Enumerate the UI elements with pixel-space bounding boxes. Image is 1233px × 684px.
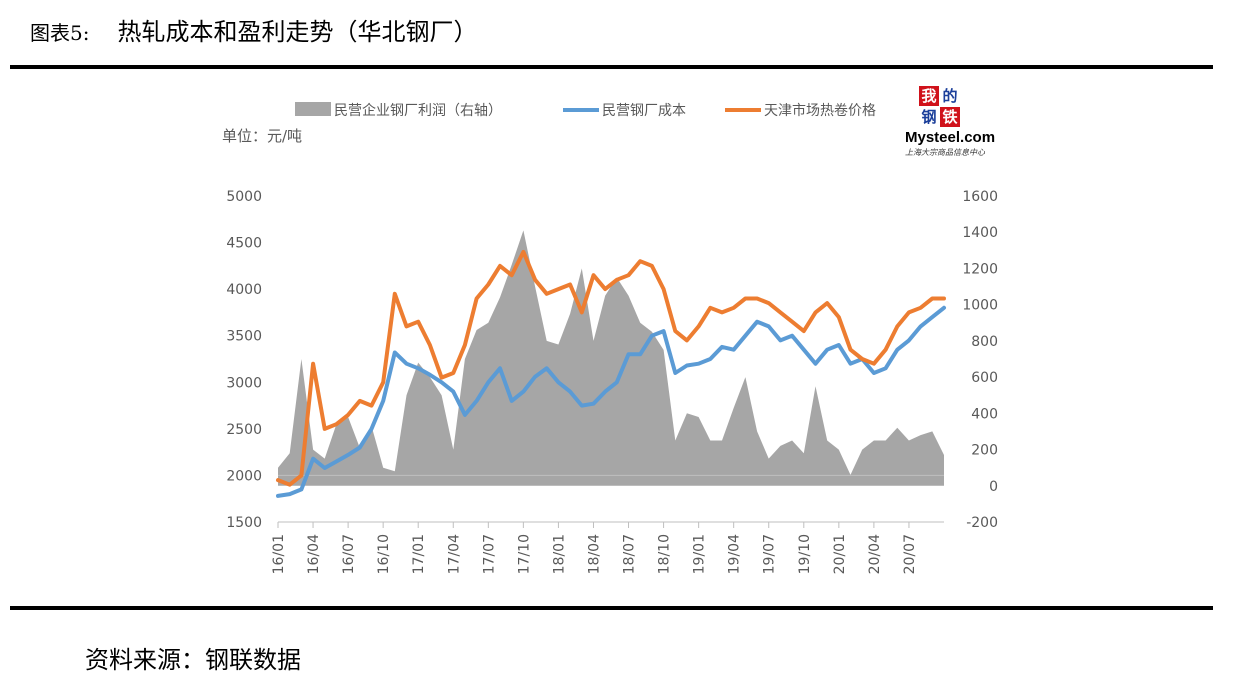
legend-label-cost: 民营钢厂成本 xyxy=(602,103,686,119)
y-right-tick-label: 1000 xyxy=(962,298,998,314)
cost-line xyxy=(276,305,946,498)
y-right-tick-label: -200 xyxy=(966,515,998,531)
x-tick-label: 17/10 xyxy=(516,534,532,574)
bottom-rule xyxy=(10,606,1213,610)
y-left-tick-label: 3500 xyxy=(226,329,262,345)
x-tick-label: 19/04 xyxy=(727,534,743,574)
mysteel-logo: 我 的 钢 铁 Mysteel.com 上海大宗商品信息中心 xyxy=(905,86,1015,176)
legend-label-price: 天津市场热卷价格 xyxy=(764,102,876,119)
figure-title: 热轧成本和盈利走势（华北钢厂） xyxy=(117,18,478,46)
x-tick-label: 18/01 xyxy=(551,534,567,574)
y-right-tick-label: 600 xyxy=(971,370,998,386)
x-tick-label: 18/10 xyxy=(657,534,673,574)
x-tick-label: 16/01 xyxy=(271,534,287,574)
x-tick-label: 18/04 xyxy=(586,534,602,574)
x-tick-label: 20/07 xyxy=(902,534,918,574)
y-right-tick-label: 1200 xyxy=(962,261,998,277)
price-line xyxy=(276,249,946,487)
y-right-tick-label: 800 xyxy=(971,334,998,350)
logo-char: 钢 xyxy=(921,108,937,126)
logo-tagline: 上海大宗商品信息中心 xyxy=(905,148,985,157)
x-tick-label: 20/04 xyxy=(867,534,883,574)
x-tick-label: 16/07 xyxy=(341,534,357,574)
x-tick-label: 18/07 xyxy=(622,534,638,574)
logo-mark: 我 的 钢 铁 xyxy=(919,86,1015,127)
y-right-tick-label: 200 xyxy=(971,443,998,459)
x-tick-label: 19/10 xyxy=(797,534,813,574)
logo-char: 的 xyxy=(942,87,958,105)
x-tick-label: 17/01 xyxy=(411,534,427,574)
unit-label: 单位：元/吨 xyxy=(222,127,302,145)
top-rule xyxy=(10,65,1213,69)
y-left-tick-label: 2000 xyxy=(226,468,262,484)
x-tick-label: 16/04 xyxy=(306,534,322,574)
y-left-tick-label: 2500 xyxy=(226,422,262,438)
source-note: 资料来源：钢联数据 xyxy=(85,646,301,674)
y-right-tick-label: 0 xyxy=(989,479,998,495)
y-left-tick-label: 1500 xyxy=(226,515,262,531)
y-left-tick-label: 3000 xyxy=(226,375,262,391)
y-right-tick-label: 1600 xyxy=(962,189,998,205)
legend-swatch-profit xyxy=(295,102,331,116)
legend-label-profit: 民营企业钢厂利润（右轴） xyxy=(334,102,502,119)
figure-header: 图表5: 热轧成本和盈利走势（华北钢厂） xyxy=(30,12,477,52)
y-left-tick-label: 4000 xyxy=(226,282,262,298)
x-tick-label: 19/01 xyxy=(692,534,708,574)
logo-name: Mysteel.com xyxy=(905,129,996,146)
logo-char: 我 xyxy=(919,86,939,106)
logo-char: 铁 xyxy=(940,107,960,127)
x-tick-label: 17/07 xyxy=(481,534,497,574)
y-left-tick-label: 5000 xyxy=(226,189,262,205)
y-right-tick-label: 1400 xyxy=(962,225,998,241)
x-tick-label: 16/10 xyxy=(376,534,392,574)
x-tick-label: 20/01 xyxy=(832,534,848,574)
figure-label: 图表5: xyxy=(30,21,90,45)
x-tick-label: 19/07 xyxy=(762,534,778,574)
profit-area xyxy=(278,230,944,486)
y-right-tick-label: 400 xyxy=(971,406,998,422)
y-left-tick-label: 4500 xyxy=(226,236,262,252)
x-tick-label: 17/04 xyxy=(446,534,462,574)
